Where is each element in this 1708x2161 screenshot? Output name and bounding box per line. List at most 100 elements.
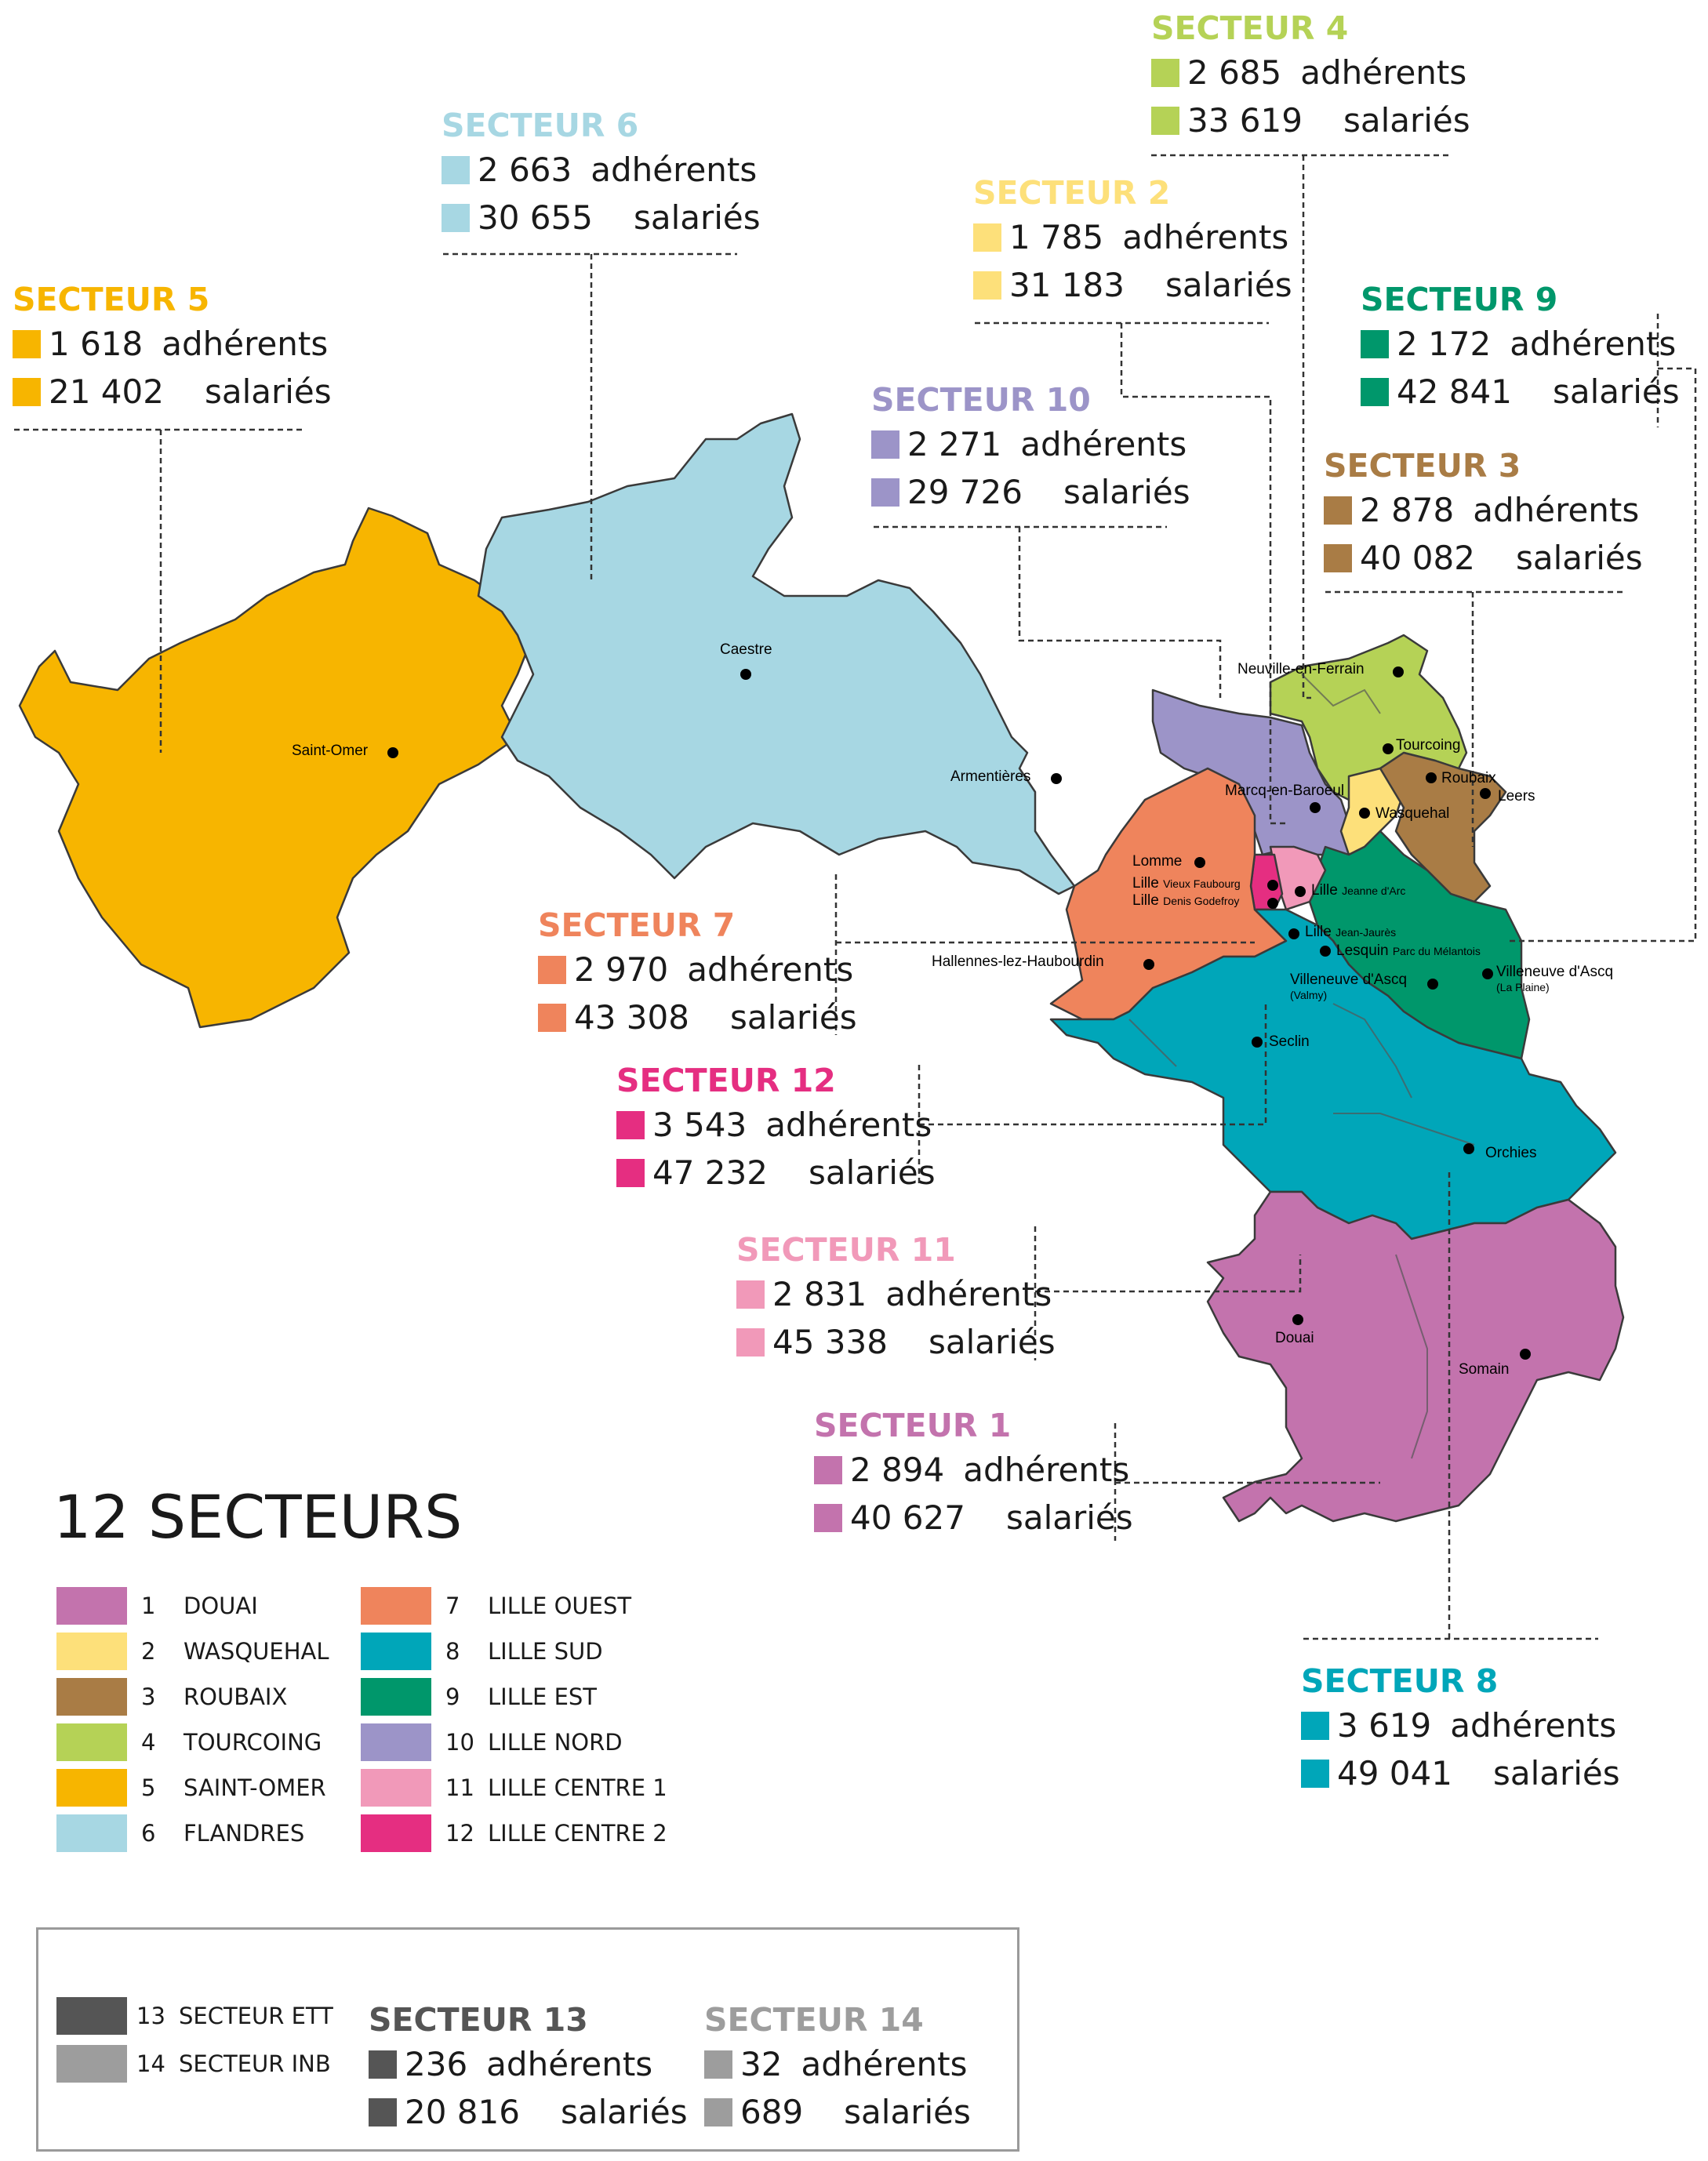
leader-lines [14,154,1697,1640]
adherents-count: 3 619 [1337,1706,1432,1745]
city-label: Neuville-en-Ferrain [1237,661,1365,677]
color-swatch [973,223,1001,252]
sector-3-info: SECTEUR 3 2 878 adhérents 40 082 salariés [1324,445,1643,582]
color-swatch [814,1455,842,1484]
salaries-row: 31 183 salariés [973,261,1292,309]
sector-title: SECTEUR 2 [973,174,1171,212]
region-secteur-6 [477,412,1076,895]
legend-label: SAINT-OMER [184,1774,326,1801]
color-swatch [1151,106,1179,135]
salaries-label: salariés [844,2093,971,2131]
city-dot [1194,857,1205,868]
salaries-row: 47 232 salariés [616,1149,936,1197]
sector-4-info: SECTEUR 4 2 685 adhérents 33 619 salariés [1151,8,1470,144]
city-label: Roubaix [1441,770,1496,786]
legend-item-7: 7 LILLE OUEST [361,1586,631,1625]
sector-14-info: SECTEUR 14 32 adhérents 689 salariés [704,1999,971,2136]
color-swatch [442,155,470,184]
salaries-label: salariés [560,2093,688,2131]
salaries-count: 29 726 [907,473,1023,511]
city-dot [1463,1143,1474,1154]
city-label: Lesquin Parc du Mélantois [1336,942,1481,959]
legend-label: TOURCOING [184,1729,322,1756]
legend-number: 6 [141,1820,156,1847]
legend-item-9: 9 LILLE EST [361,1677,597,1716]
legend-number: 10 [445,1729,474,1756]
adherents-label: adhérents [1450,1706,1617,1745]
adherents-label: adhérents [1300,53,1467,92]
adherents-count: 2 271 [907,425,1002,463]
color-swatch [1324,543,1352,572]
sector-1-info: SECTEUR 1 2 894 adhérents 40 627 salariés [814,1405,1133,1542]
city-label: Leers [1498,788,1535,804]
adherents-label: adhérents [162,325,329,363]
salaries-count: 42 841 [1397,372,1512,411]
salaries-row: 29 726 salariés [871,468,1190,516]
adherents-count: 2 831 [772,1275,867,1313]
adherents-label: adhérents [1510,325,1677,363]
legend-item-1: 1 DOUAI [56,1586,258,1625]
legend-number: 14 [136,2050,165,2077]
salaries-row: 30 655 salariés [442,194,761,242]
legend-item-5: 5 SAINT-OMER [56,1768,326,1807]
salaries-count: 20 816 [405,2093,520,2131]
legend-label: LILLE OUEST [488,1593,632,1619]
adherents-label: adhérents [885,1275,1052,1313]
legend-swatch [56,1633,127,1670]
adherents-label: adhérents [963,1451,1130,1489]
city-dot [387,747,398,758]
adherents-row: 32 adhérents [704,2040,971,2088]
city-label: Wasquehal [1375,805,1450,822]
salaries-label: salariés [1515,539,1643,577]
city-label: Marcq-en-Baroeul [1225,783,1345,799]
color-swatch [1301,1759,1329,1788]
color-swatch [369,2097,397,2126]
city-dot [1051,773,1062,784]
city-dot [1383,743,1394,754]
color-swatch [369,2050,397,2079]
adherents-count: 1 785 [1009,218,1104,256]
color-swatch [442,203,470,232]
legend-swatch [56,1769,127,1807]
color-swatch [1301,1711,1329,1740]
adherents-count: 32 [740,2045,783,2083]
adherents-row: 1 618 adhérents [13,320,332,368]
color-swatch [814,1503,842,1532]
legend-swatch [361,1587,431,1625]
legend-number: 9 [445,1683,460,1710]
color-swatch [736,1280,765,1309]
sector-title: SECTEUR 7 [538,906,736,944]
sector-10-info: SECTEUR 10 2 271 adhérents 29 726 salariés [871,380,1190,516]
salaries-row: 21 402 salariés [13,368,332,416]
city-label: Villeneuve d'Ascq (La Plaine) [1496,964,1614,993]
color-swatch [616,1158,645,1187]
sector-title: SECTEUR 11 [736,1231,956,1269]
legend-number: 12 [445,1820,474,1847]
salaries-row: 42 841 salariés [1361,368,1680,416]
adherents-label: adhérents [486,2045,653,2083]
color-swatch [871,478,899,507]
sector-2-info: SECTEUR 2 1 785 adhérents 31 183 salariés [973,173,1292,309]
region-secteur-1 [1206,1190,1625,1523]
adherents-row: 2 271 adhérents [871,420,1190,468]
legend-title: 12 SECTEURS [53,1482,463,1552]
city-dot [1267,898,1278,909]
color-swatch [1324,496,1352,525]
salaries-row: 20 816 salariés [369,2088,688,2136]
city-dot [1310,802,1321,813]
legend-swatch [56,1723,127,1761]
color-swatch [973,271,1001,300]
legend-item-4: 4 TOURCOING [56,1723,322,1762]
city-dot [1292,1314,1303,1325]
city-dot [1427,979,1438,990]
city-dot [1480,788,1491,799]
salaries-count: 30 655 [478,198,593,237]
color-swatch [616,1110,645,1139]
region-secteur-3 [1379,751,1507,903]
legend-label: SECTEUR ETT [179,2003,333,2029]
adherents-count: 2 663 [478,151,572,189]
sector-9-info: SECTEUR 9 2 172 adhérents 42 841 salariés [1361,279,1680,416]
salaries-row: 43 308 salariés [538,993,857,1041]
salaries-label: salariés [204,372,332,411]
legend-item-3: 3 ROUBAIX [56,1677,287,1716]
